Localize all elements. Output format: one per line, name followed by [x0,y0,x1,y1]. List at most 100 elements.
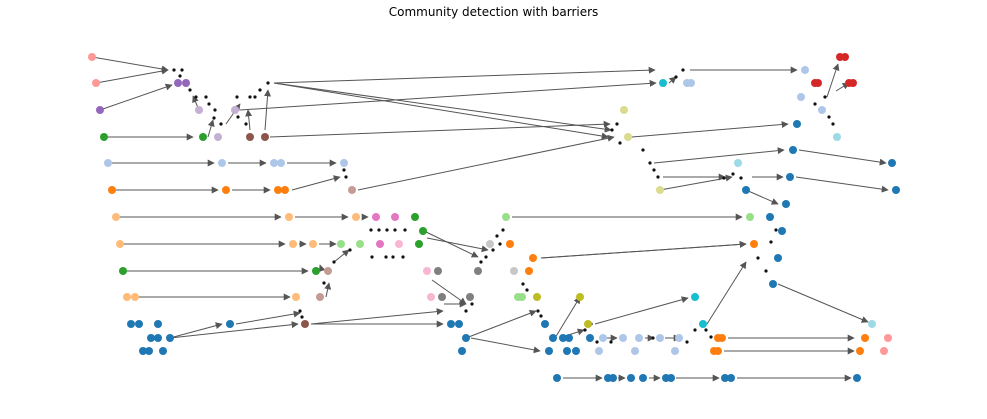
graph-node [356,240,364,248]
graph-node [624,133,632,141]
graph-node [667,374,675,382]
graph-node [659,79,667,87]
barrier-point [674,75,678,79]
graph-node [372,213,380,221]
graph-node [533,293,541,301]
directed-edge [540,240,747,259]
barrier-point [495,234,499,238]
barrier-point [641,148,645,152]
directed-edge [470,337,541,354]
graph-node [277,159,285,167]
graph-node [797,93,805,101]
barrier-point [501,228,505,232]
directed-edge [706,261,747,325]
graph-node [127,320,135,328]
graph-node [391,213,399,221]
barrier-point [521,282,525,286]
barrier-point [693,328,697,332]
barrier-point [484,255,488,259]
barrier-point [344,175,348,179]
graph-node [656,186,664,194]
barrier-point [685,340,689,344]
barrier-point [651,336,655,340]
graph-node [340,159,348,167]
graph-node [486,240,494,248]
graph-node [635,334,643,342]
directed-edge [631,121,789,138]
graph-node [289,240,297,248]
graph-node [274,186,282,194]
directed-edge [431,279,467,305]
graph-node [639,374,647,382]
directed-edge [324,282,332,298]
barrier-point [827,115,831,119]
graph-node [376,240,384,248]
graph-node [123,293,131,301]
graph-node [434,267,442,275]
graph-node [222,186,230,194]
graph-node [154,334,162,342]
graph-node [727,374,735,382]
barrier-layer [172,68,835,344]
barrier-point [348,248,352,252]
barrier-point [322,281,326,285]
graph-node [131,293,139,301]
barrier-point [235,95,239,99]
barrier-point [219,122,223,126]
barrier-point [731,172,735,176]
graph-node [261,133,269,141]
directed-edge [273,66,656,84]
graph-node [518,293,526,301]
graph-node [888,159,896,167]
barrier-point [401,255,405,259]
graph-node [595,347,603,355]
directed-edge [235,310,301,325]
graph-node [218,159,226,167]
graph-node [565,334,573,342]
barrier-point [212,116,216,120]
barrier-point [194,95,198,99]
graph-node [609,374,617,382]
graph-node [88,53,96,61]
graph-node [506,240,514,248]
graph-node [352,213,360,221]
graph-node [285,213,293,221]
graph-node [699,320,707,328]
graph-node [599,334,607,342]
barrier-point [709,335,713,339]
graph-node [718,334,726,342]
barrier-point [539,314,543,318]
graph-node [849,79,857,87]
barrier-point [464,309,468,313]
barrier-point [756,256,760,260]
graph-node [502,213,510,221]
directed-edge [465,310,537,339]
graph-node [778,227,786,235]
barrier-point [204,95,208,99]
graph-node [270,159,278,167]
directed-edge [273,82,609,140]
graph-node [584,320,592,328]
barrier-point [300,315,304,319]
barrier-point [704,328,708,332]
barrier-point [609,340,613,344]
directed-edge [269,120,611,138]
directed-edge [273,82,612,133]
graph-node [145,347,153,355]
graph-node [226,320,234,328]
barrier-point [764,269,768,273]
graph-node [742,186,750,194]
barrier-point [178,74,182,78]
directed-edge [659,174,733,191]
barrier-point [610,128,614,132]
graph-node [563,347,571,355]
graph-node [559,334,567,342]
barrier-point [831,122,835,126]
barrier-point [681,68,685,72]
graph-node [455,320,463,328]
graph-node [474,267,482,275]
barrier-point [491,248,495,252]
graph-node [92,79,100,87]
graph-node [529,254,537,262]
